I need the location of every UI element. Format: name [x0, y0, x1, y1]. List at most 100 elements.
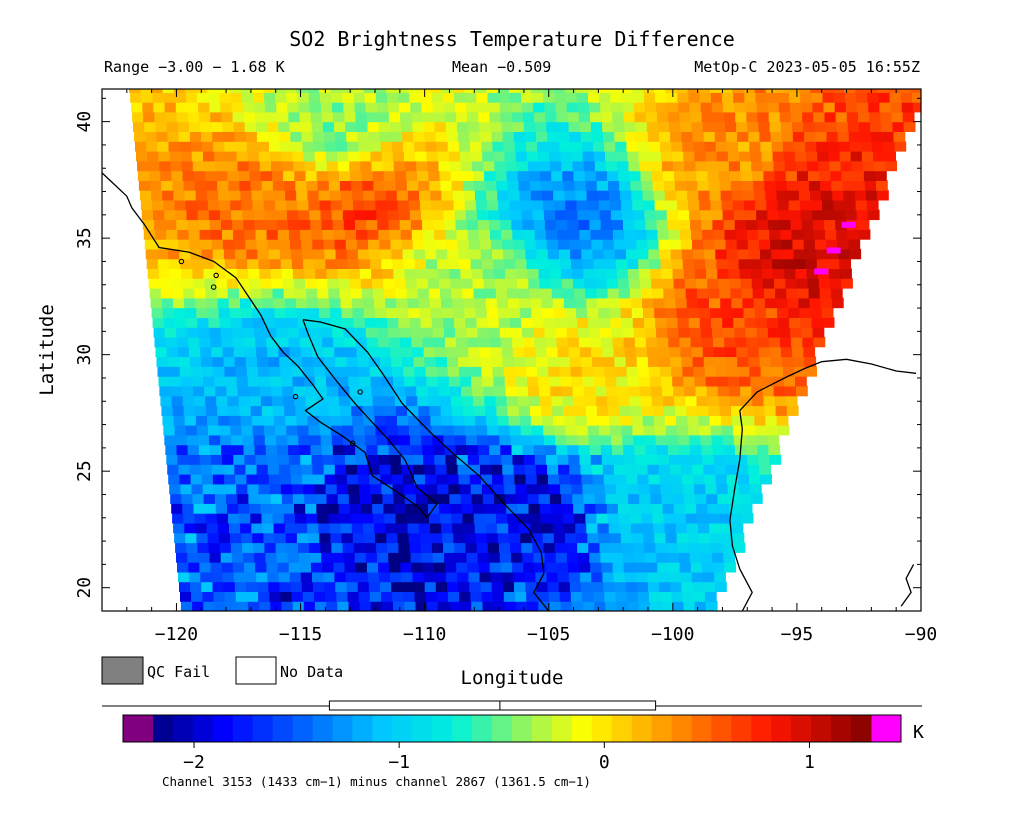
swath-cell	[294, 170, 307, 181]
colorbar-segment	[691, 715, 712, 742]
swath-cell	[429, 180, 442, 191]
colorbar-segment	[332, 715, 353, 742]
swath-cell	[661, 160, 674, 172]
swath-cell	[678, 102, 691, 113]
swath-cell	[744, 425, 756, 436]
swath-cell	[333, 562, 346, 573]
swath-cell	[531, 307, 544, 318]
swath-cell	[474, 522, 487, 534]
swath-cell	[695, 160, 708, 172]
swath-cell	[732, 307, 745, 318]
swath-cell	[698, 415, 711, 426]
swath-cell	[492, 258, 505, 269]
swath-cell	[130, 92, 142, 103]
swath-cell	[694, 376, 707, 387]
swath-cell	[429, 405, 442, 416]
swath-cell	[393, 493, 406, 504]
swath-cell	[287, 434, 299, 446]
swath-cell	[406, 288, 419, 299]
swath-cell	[376, 102, 389, 113]
swath-cell	[422, 562, 435, 573]
swath-cell	[466, 327, 479, 338]
swath-cell	[703, 239, 715, 250]
swath-cell	[622, 102, 635, 113]
swath-cell	[565, 532, 577, 544]
swath-cell	[332, 552, 345, 563]
swath-cell	[560, 151, 573, 162]
swath-cell	[516, 385, 529, 397]
swath-cell	[480, 464, 492, 475]
swath-cell	[352, 532, 365, 544]
qc-fail-swatch	[101, 656, 144, 685]
swath-cell	[595, 385, 607, 397]
swath-cell	[143, 229, 156, 240]
swath-cell	[164, 102, 177, 113]
swath-cell	[786, 180, 799, 191]
swath-cell	[769, 229, 781, 240]
swath-cell	[677, 92, 690, 103]
swath-cell	[616, 493, 629, 504]
swath-cell	[141, 209, 154, 221]
swath-cell	[683, 151, 695, 162]
swath-cell	[691, 346, 704, 358]
swath-cell	[535, 121, 547, 132]
swath-cell	[723, 444, 736, 455]
swath-cell	[706, 385, 719, 397]
swath-cell	[669, 346, 682, 358]
swath-cell	[688, 92, 701, 103]
swath-cell	[564, 307, 577, 318]
swath-cell	[569, 239, 581, 250]
island	[349, 440, 356, 446]
swath-cell	[538, 268, 551, 279]
swath-cell	[417, 513, 430, 524]
swath-cell	[177, 229, 190, 240]
swath-cell	[226, 278, 239, 289]
swath-cell	[362, 297, 375, 309]
swath-cell	[682, 366, 695, 377]
swath-cell	[560, 601, 573, 611]
swath-cell	[578, 327, 590, 338]
swath-cell	[222, 121, 235, 132]
swath-cell	[795, 160, 808, 172]
swath-cell	[630, 513, 642, 524]
swath-cell	[832, 89, 845, 93]
swath-cell	[401, 239, 414, 250]
swath-cell	[490, 571, 503, 583]
swath-cell	[681, 581, 694, 592]
swath-cell	[286, 425, 298, 436]
swath-cell	[510, 434, 523, 446]
swath-cell	[504, 258, 516, 269]
swath-cell	[724, 562, 737, 573]
swath-cell	[229, 190, 241, 201]
swath-cell	[534, 229, 547, 240]
swath-cell	[650, 160, 663, 172]
swath-cell	[328, 405, 341, 416]
swath-cell	[498, 92, 511, 103]
swath-cell	[290, 581, 303, 592]
swath-cell	[764, 180, 777, 191]
swath-cell	[251, 522, 264, 534]
swath-cell	[270, 601, 283, 611]
swath-cell	[469, 581, 482, 592]
swath-cell	[630, 180, 643, 191]
swath-cell	[844, 92, 857, 103]
swath-cell	[717, 160, 730, 172]
swath-cell	[782, 248, 795, 260]
swath-cell	[231, 327, 244, 338]
swath-cell	[736, 464, 749, 475]
swath-cell	[408, 532, 421, 544]
swath-cell	[363, 415, 376, 426]
swath-cell	[715, 141, 728, 152]
swath-cell	[589, 552, 602, 563]
swath-cell	[757, 444, 769, 455]
swath-cell	[535, 464, 548, 475]
swath-cell	[509, 425, 522, 436]
swath-cell	[422, 444, 434, 455]
swath-cell	[609, 89, 622, 93]
swath-cell	[268, 474, 281, 485]
swath-cell	[392, 258, 405, 269]
swath-cell	[512, 121, 525, 132]
swath-cell	[773, 385, 786, 397]
swath-cell	[800, 92, 812, 103]
swath-cell	[406, 513, 419, 524]
